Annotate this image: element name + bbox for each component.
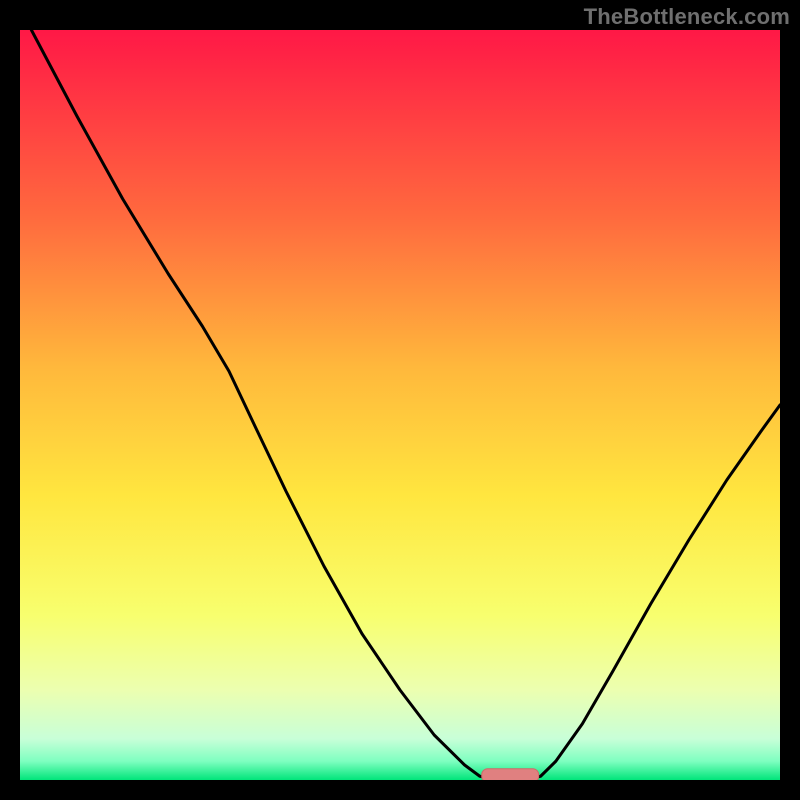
axis-border-right	[780, 0, 800, 800]
bottleneck-chart	[0, 0, 800, 800]
plot-background-gradient	[20, 30, 780, 780]
watermark-text: TheBottleneck.com	[584, 4, 790, 30]
chart-frame: TheBottleneck.com	[0, 0, 800, 800]
axis-border-bottom	[0, 780, 800, 800]
axis-border-left	[0, 0, 20, 800]
